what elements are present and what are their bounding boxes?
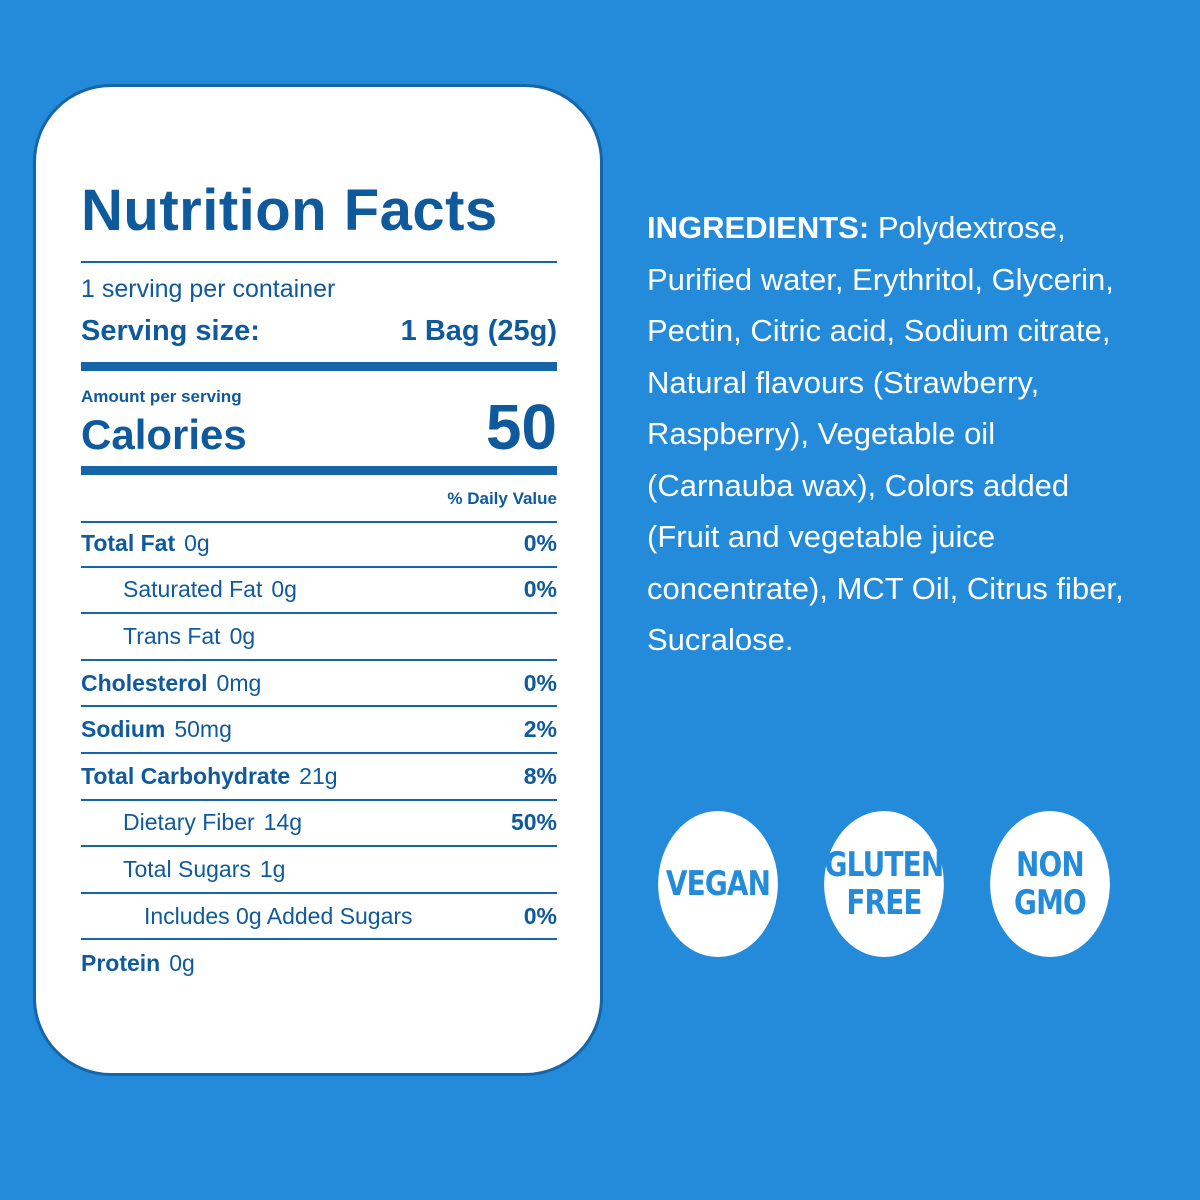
amount-per-serving-label: Amount per serving xyxy=(81,387,242,406)
ingredients-text: INGREDIENTS: Polydextrose, Purified wate… xyxy=(647,202,1127,666)
calories-row: Calories 50 xyxy=(81,393,557,459)
nutrient-name: Saturated Fat xyxy=(123,576,263,603)
badge-line-1: NON xyxy=(1016,845,1085,885)
nutrient-daily-value: 2% xyxy=(523,716,557,743)
ingredients-list: Polydextrose, Purified water, Erythritol… xyxy=(647,210,1124,657)
nutrition-facts-title: Nutrition Facts xyxy=(81,178,498,243)
gluten-free-badge: GLUTEN FREE xyxy=(824,811,944,957)
badge-line-2: FREE xyxy=(846,883,922,923)
badge-line-1: GLUTEN xyxy=(824,845,945,885)
nutrient-name: Total Sugars xyxy=(123,855,251,882)
nutrient-daily-value: 0% xyxy=(523,529,557,556)
nutrient-amount: 14g xyxy=(263,809,303,836)
nutrient-name: Sodium xyxy=(81,716,166,743)
nutrient-daily-value: 0% xyxy=(523,669,557,696)
nutrient-amount: 0g xyxy=(169,950,195,977)
nutrient-amount: 50mg xyxy=(174,716,232,743)
serving-size-row: Serving size: 1 Bag (25g) xyxy=(81,315,557,348)
nutrient-name: Protein xyxy=(81,950,161,977)
divider xyxy=(81,521,557,523)
nutrient-name: Includes 0g Added Sugars xyxy=(144,902,413,929)
nutrient-daily-value: 0% xyxy=(523,902,557,929)
nutrition-facts-card: Nutrition Facts 1 serving per container … xyxy=(33,84,603,1076)
nutrient-row-total-carbohydrate: Total Carbohydrate 21g 8% xyxy=(81,754,557,801)
nutrient-daily-value: 8% xyxy=(523,762,557,789)
calories-value: 50 xyxy=(485,391,557,463)
nutrient-name: Dietary Fiber xyxy=(123,809,255,836)
daily-value-header: % Daily Value xyxy=(447,489,557,508)
nutrient-name: Total Carbohydrate xyxy=(81,762,291,789)
nutrient-name: Trans Fat xyxy=(123,622,221,649)
divider xyxy=(81,261,557,263)
nutrient-amount: 21g xyxy=(299,762,338,789)
nutrient-daily-value: 0% xyxy=(523,576,557,603)
badge-line-2: GMO xyxy=(1014,883,1087,923)
thick-divider xyxy=(81,466,557,475)
vegan-badge: VEGAN xyxy=(658,811,778,957)
nutrient-amount: 0g xyxy=(184,529,210,556)
calories-label: Calories xyxy=(81,411,247,458)
nutrient-row-added-sugars: Includes 0g Added Sugars 0% xyxy=(81,894,557,941)
nutrient-row-sodium: Sodium 50mg 2% xyxy=(81,707,557,754)
nutrient-amount: 0g xyxy=(229,622,256,649)
nutrient-row-saturated-fat: Saturated Fat 0g 0% xyxy=(81,568,557,615)
servings-per-container: 1 serving per container xyxy=(81,275,336,303)
thick-divider xyxy=(81,362,557,371)
nutrient-row-dietary-fiber: Dietary Fiber 14g 50% xyxy=(81,801,557,848)
nutrient-amount: 1g xyxy=(259,855,286,882)
nutrient-row-trans-fat: Trans Fat 0g xyxy=(81,614,557,661)
nutrient-row-total-sugars: Total Sugars 1g xyxy=(81,847,557,894)
nutrient-name: Total Fat xyxy=(81,529,176,556)
nutrient-table: Total Fat 0g 0% Saturated Fat 0g 0% Trans … xyxy=(81,521,557,987)
nutrient-amount: 0g xyxy=(271,576,297,603)
nutrient-row-cholesterol: Cholesterol 0mg 0% xyxy=(81,661,557,708)
nutrient-amount: 0mg xyxy=(216,669,262,696)
nutrient-name: Cholesterol xyxy=(81,669,208,696)
serving-size-value: 1 Bag (25g) xyxy=(400,315,557,347)
nutrient-row-total-fat: Total Fat 0g 0% xyxy=(81,521,557,568)
non-gmo-badge: NON GMO xyxy=(990,811,1110,957)
serving-size-label: Serving size: xyxy=(81,315,260,347)
badge-line-1: VEGAN xyxy=(665,864,771,904)
nutrient-daily-value: 50% xyxy=(510,809,557,836)
ingredients-label: INGREDIENTS: xyxy=(647,210,870,245)
nutrient-row-protein: Protein 0g xyxy=(81,940,557,987)
